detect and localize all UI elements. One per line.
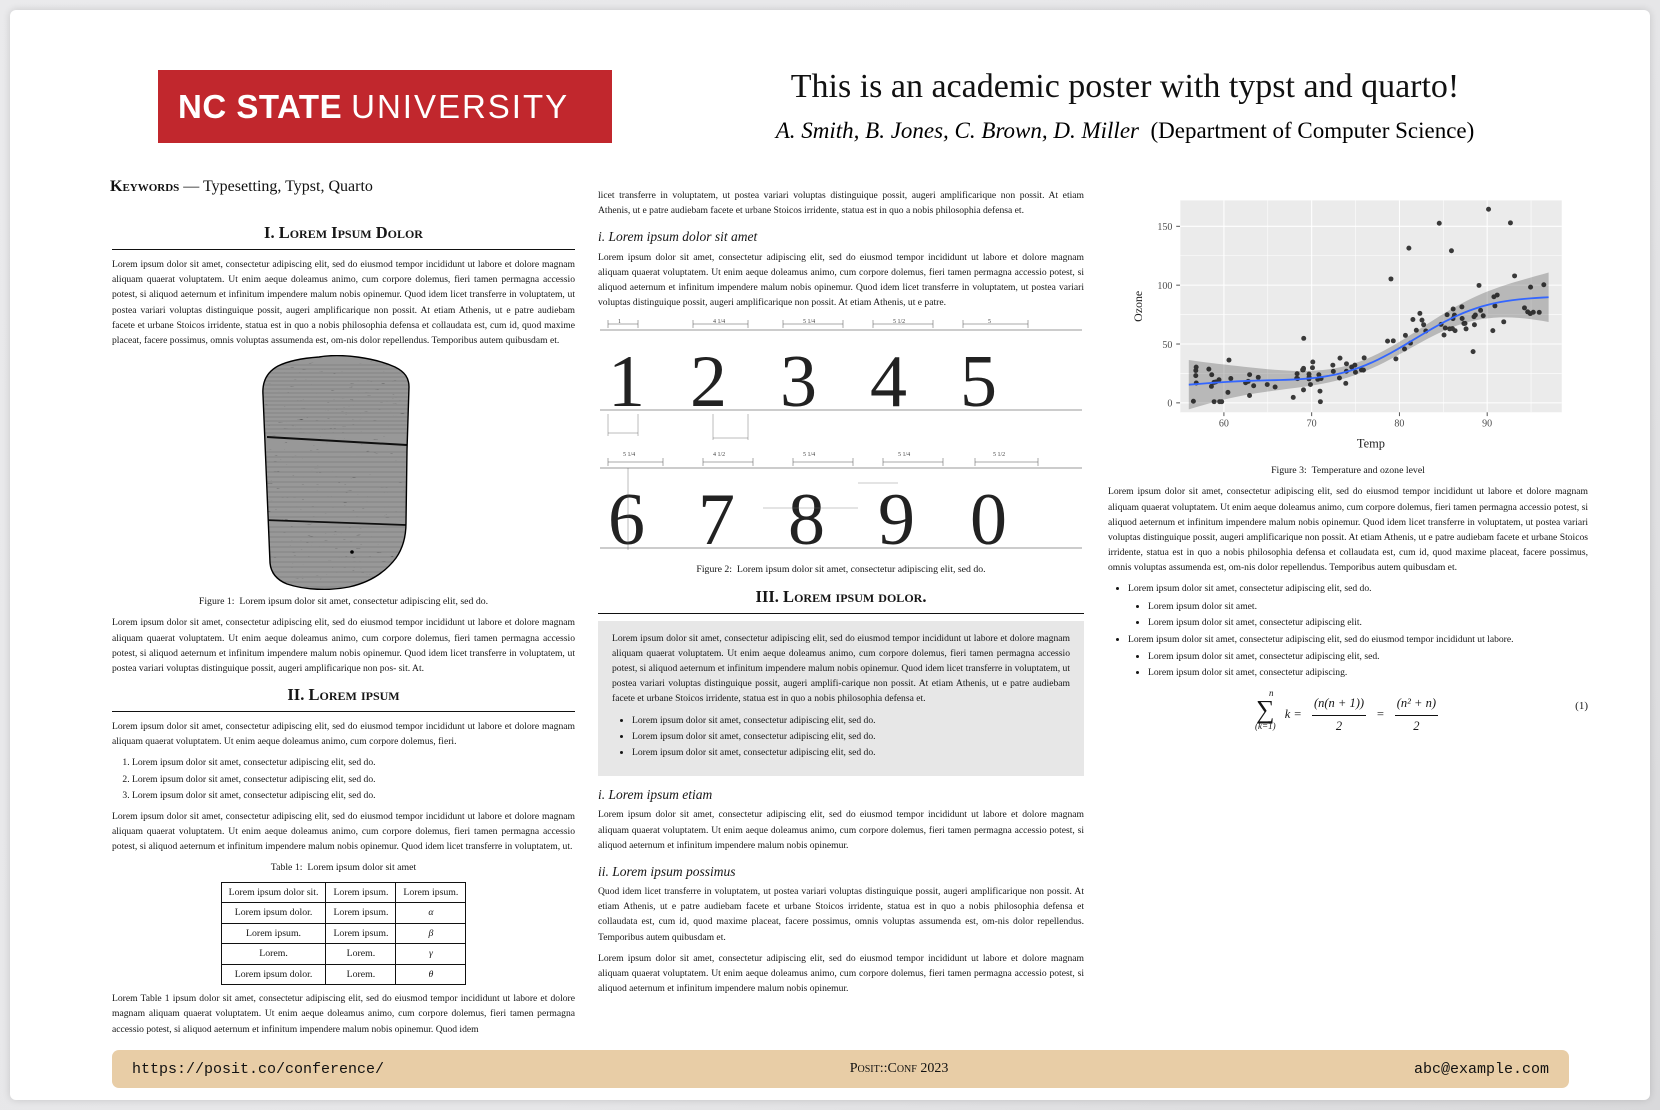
svg-text:5 1/4: 5 1/4	[803, 452, 815, 458]
svg-text:60: 60	[1219, 419, 1229, 430]
svg-text:8: 8	[788, 479, 825, 558]
svg-text:1: 1	[608, 341, 645, 423]
svg-text:5 1/4: 5 1/4	[623, 452, 635, 458]
svg-text:80: 80	[1394, 419, 1404, 430]
svg-text:100: 100	[1157, 281, 1172, 292]
svg-text:5 1/4: 5 1/4	[803, 319, 815, 325]
svg-text:4 1/2: 4 1/2	[713, 452, 725, 458]
svg-text:90: 90	[1482, 419, 1492, 430]
svg-text:70: 70	[1307, 419, 1317, 430]
svg-text:5 1/2: 5 1/2	[893, 319, 905, 325]
svg-text:3: 3	[780, 341, 817, 423]
svg-text:5: 5	[960, 341, 997, 423]
svg-text:6: 6	[608, 479, 645, 558]
svg-text:4 1/4: 4 1/4	[713, 319, 725, 325]
svg-text:1: 1	[618, 319, 621, 325]
svg-text:9: 9	[878, 479, 915, 558]
svg-text:5: 5	[988, 319, 991, 325]
svg-text:150: 150	[1157, 222, 1172, 233]
svg-text:Temp: Temp	[1357, 437, 1385, 451]
svg-text:5 1/2: 5 1/2	[993, 452, 1005, 458]
svg-text:Ozone: Ozone	[1131, 291, 1145, 322]
svg-text:0: 0	[1167, 399, 1172, 410]
svg-text:0: 0	[970, 479, 1007, 558]
svg-text:2: 2	[690, 341, 727, 423]
svg-text:4: 4	[870, 341, 907, 423]
svg-text:7: 7	[698, 479, 735, 558]
svg-text:5 1/4: 5 1/4	[898, 452, 910, 458]
svg-text:50: 50	[1162, 340, 1172, 351]
